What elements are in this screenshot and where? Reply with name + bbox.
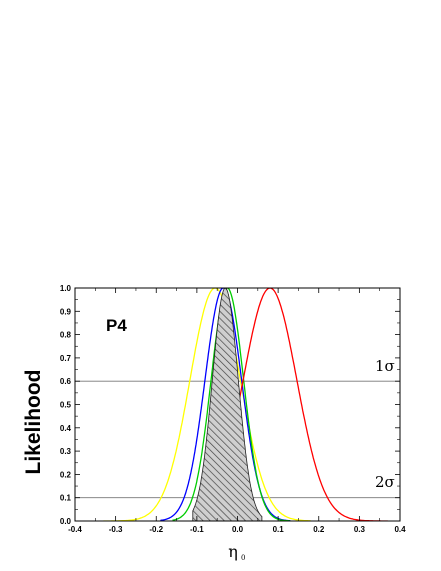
series-line-3 bbox=[172, 288, 291, 521]
sigma2-label: 2σ bbox=[375, 473, 395, 491]
ticks-layer: -0.4 -0.3 -0.2 -0.1 0.0 0.1 0.2 0.3 0.4 0.0 0.1 0.2… bbox=[60, 284, 406, 534]
x-tick-label: 0.4 bbox=[394, 525, 406, 534]
series-layer bbox=[103, 288, 388, 521]
y-tick-label: 0.6 bbox=[60, 377, 72, 386]
y-tick-label: 0.4 bbox=[60, 424, 72, 433]
y-tick-label: 0.3 bbox=[60, 447, 72, 456]
x-tick-label: -0.3 bbox=[109, 525, 123, 534]
y-axis-label: Likelihood bbox=[22, 370, 45, 475]
y-tick-label: 0.0 bbox=[60, 517, 72, 526]
x-tick-label: -0.2 bbox=[149, 525, 163, 534]
x-axis-label-subscript: 0 bbox=[241, 554, 245, 562]
y-tick-label: 0.1 bbox=[60, 494, 72, 503]
x-tick-label: 0.1 bbox=[273, 525, 285, 534]
series-line-1 bbox=[103, 288, 311, 521]
y-tick-label: 0.5 bbox=[60, 401, 72, 410]
x-tick-label: 0.2 bbox=[313, 525, 325, 534]
panel-label: P4 bbox=[106, 316, 127, 335]
series-hatched-fill bbox=[192, 288, 263, 521]
x-tick-label: 0.0 bbox=[232, 525, 244, 534]
sigma1-label: 1σ bbox=[375, 357, 395, 375]
y-tick-label: 0.2 bbox=[60, 470, 72, 479]
x-axis-label: η bbox=[228, 542, 238, 561]
x-tick-label: -0.1 bbox=[190, 525, 204, 534]
y-tick-label: 0.7 bbox=[60, 354, 72, 363]
x-tick-label: -0.4 bbox=[68, 525, 82, 534]
y-tick-label: 1.0 bbox=[60, 284, 72, 293]
x-tick-label: 0.3 bbox=[354, 525, 366, 534]
y-tick-label: 0.9 bbox=[60, 307, 72, 316]
y-tick-label: 0.8 bbox=[60, 331, 72, 340]
